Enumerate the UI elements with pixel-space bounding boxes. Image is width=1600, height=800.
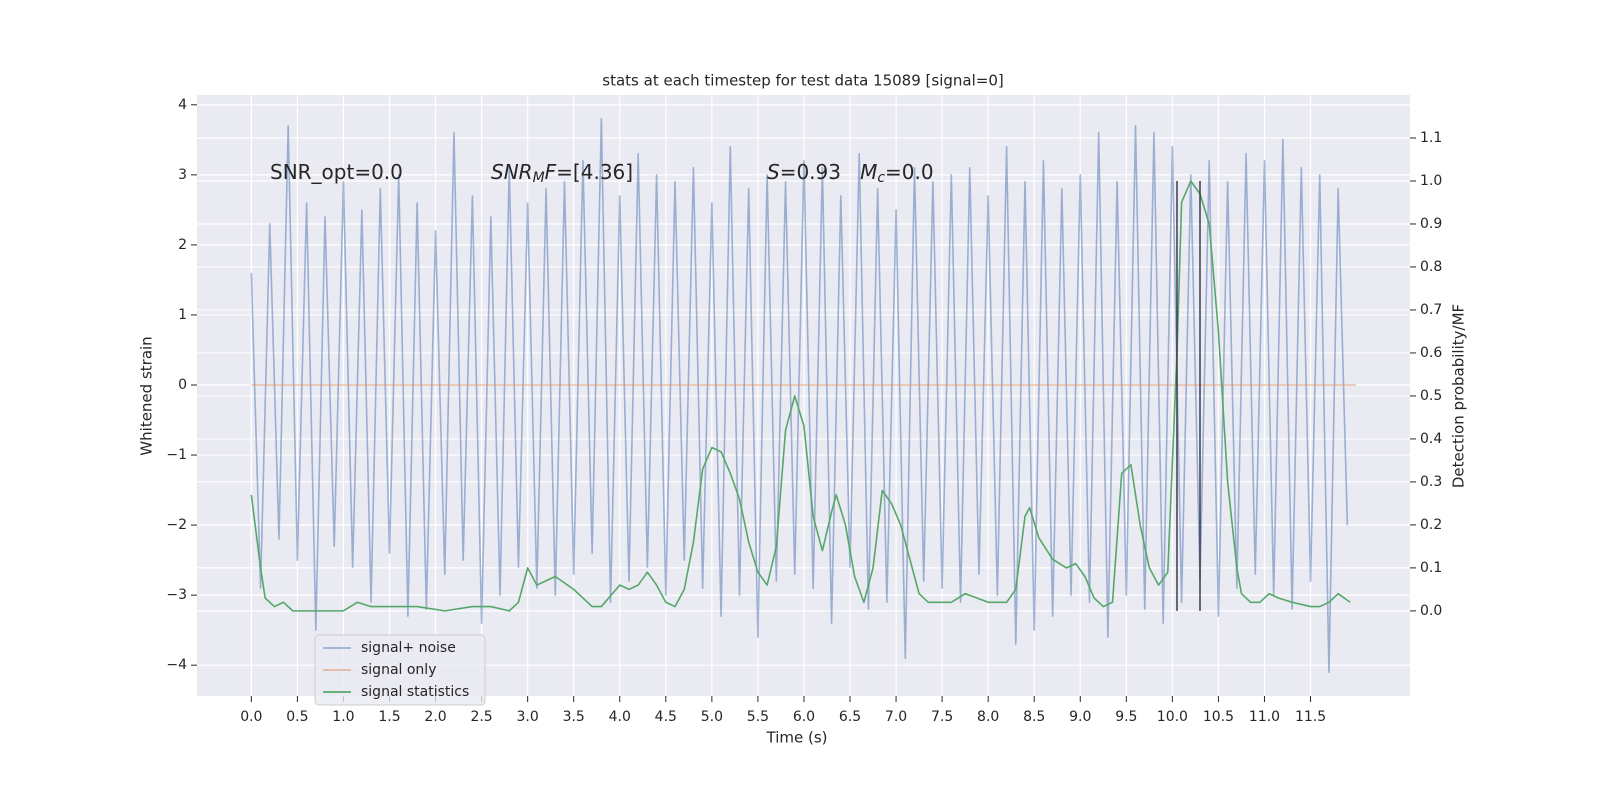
x-tick-label: 8.0 xyxy=(977,709,999,725)
x-tick-label: 0.0 xyxy=(240,709,262,725)
x-axis-label: Time (s) xyxy=(766,729,828,747)
y2-tick-label: 0.7 xyxy=(1420,302,1442,318)
annotation-part: =[4.36] xyxy=(556,160,633,184)
y-tick-label: −4 xyxy=(166,657,187,673)
legend-label: signal statistics xyxy=(361,684,469,700)
x-tick-label: 9.0 xyxy=(1069,709,1091,725)
annotation-part: M xyxy=(860,160,877,184)
y2-tick-label: 0.0 xyxy=(1420,603,1442,619)
x-tick-label: 11.0 xyxy=(1249,709,1280,725)
y-tick-label: −3 xyxy=(166,587,187,603)
x-tick-label: 6.5 xyxy=(839,709,861,725)
x-tick-label: 4.5 xyxy=(655,709,677,725)
series-line xyxy=(250,180,1351,612)
x-tick-label: 11.5 xyxy=(1295,709,1326,725)
annotation-part: F xyxy=(545,160,557,184)
x-tick-label: 4.0 xyxy=(609,709,631,725)
y2-tick-label: 0.3 xyxy=(1420,474,1442,490)
legend-label: signal+ noise xyxy=(361,640,456,656)
series-line xyxy=(250,118,1349,673)
x-tick-label: 9.5 xyxy=(1115,709,1137,725)
y-tick-label: 2 xyxy=(178,237,187,253)
annotation: SNRMF=[4.36] xyxy=(491,160,633,187)
y-tick-label: −2 xyxy=(166,517,187,533)
y2-tick-label: 0.6 xyxy=(1420,345,1442,361)
annotation-part: c xyxy=(877,170,885,186)
y2-tick-label: 0.4 xyxy=(1420,431,1442,447)
x-tick-label: 5.0 xyxy=(701,709,723,725)
legend-label: signal only xyxy=(361,662,436,678)
annotation-part: SNR_opt=0.0 xyxy=(270,160,403,184)
y2-tick-label: 0.8 xyxy=(1420,259,1442,275)
x-tick-label: 1.0 xyxy=(332,709,354,725)
x-tick-label: 8.5 xyxy=(1023,709,1045,725)
y2-axis-label: Detection probability/MF xyxy=(1450,304,1468,488)
chart-title: stats at each timestep for test data 150… xyxy=(602,72,1003,90)
annotation: S=0.93 Mc=0.0 xyxy=(767,160,934,187)
x-tick-label: 7.0 xyxy=(885,709,907,725)
y-tick-label: 0 xyxy=(178,377,187,393)
y2-tick-label: 0.5 xyxy=(1420,388,1442,404)
x-tick-label: 2.0 xyxy=(424,709,446,725)
annotation-part: SNR xyxy=(491,160,533,184)
annotation: SNR_opt=0.0 xyxy=(270,160,403,184)
y-tick-label: −1 xyxy=(166,447,187,463)
y2-tick-label: 0.9 xyxy=(1420,216,1442,232)
y-tick-label: 1 xyxy=(178,307,187,323)
x-tick-label: 6.0 xyxy=(793,709,815,725)
x-tick-label: 3.5 xyxy=(563,709,585,725)
y2-tick-label: 0.1 xyxy=(1420,560,1442,576)
annotation-part: S xyxy=(767,160,780,184)
y2-tick-label: 1.1 xyxy=(1420,130,1442,146)
x-tick-label: 7.5 xyxy=(931,709,953,725)
x-tick-label: 5.5 xyxy=(747,709,769,725)
y-tick-label: 4 xyxy=(178,97,187,113)
x-tick-label: 3.0 xyxy=(517,709,539,725)
y-tick-label: 3 xyxy=(178,167,187,183)
annotation-part: =0.93 xyxy=(780,160,860,184)
x-tick-label: 10.5 xyxy=(1203,709,1234,725)
x-tick-label: 1.5 xyxy=(378,709,400,725)
x-tick-label: 10.0 xyxy=(1157,709,1188,725)
x-tick-label: 2.5 xyxy=(470,709,492,725)
y-axis-label: Whitened strain xyxy=(138,336,156,455)
x-tick-label: 0.5 xyxy=(286,709,308,725)
legend-box xyxy=(314,634,486,706)
y2-tick-label: 0.2 xyxy=(1420,517,1442,533)
y2-tick-label: 1.0 xyxy=(1420,173,1442,189)
annotation-part: =0.0 xyxy=(885,160,934,184)
annotation-part: M xyxy=(533,170,545,186)
